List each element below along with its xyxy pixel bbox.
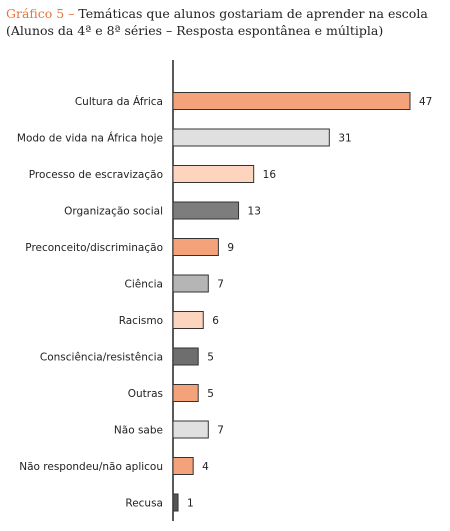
value-label-racismo: 6: [212, 315, 219, 327]
category-label-racismo: Racismo: [119, 315, 163, 327]
bar-organizacao-social: [172, 201, 240, 220]
bar-nao-sabe: [172, 420, 209, 439]
category-label-processo-de-escravizacao: Processo de escravização: [29, 169, 163, 181]
figure-title: Temáticas que alunos gostariam de aprend…: [6, 6, 428, 38]
chart-title: Gráfico 5 – Temáticas que alunos gostari…: [6, 5, 444, 39]
bar-outras: [172, 384, 199, 402]
bar-preconceito-discriminacao: [172, 238, 219, 256]
value-label-preconceito-discriminacao: 9: [227, 242, 234, 254]
bar-racismo: [172, 311, 204, 329]
category-label-outras: Outras: [128, 388, 163, 400]
category-label-cultura-da-africa: Cultura da África: [75, 95, 163, 108]
value-label-nao-sabe: 7: [217, 425, 224, 437]
value-label-ciencia: 7: [217, 279, 224, 291]
bar-processo-de-escravizacao: [172, 165, 255, 183]
value-label-processo-de-escravizacao: 16: [263, 169, 277, 181]
bar-cultura-da-africa: [172, 92, 411, 110]
value-label-outras: 5: [207, 388, 214, 400]
category-label-nao-sabe: Não sabe: [114, 425, 163, 437]
figure-label: Gráfico 5 –: [6, 6, 75, 21]
bar-nao-respondeu-nao-aplicou: [172, 457, 194, 475]
value-label-organizacao-social: 13: [248, 206, 261, 218]
bar-modo-de-vida-na-africa-hoje: [172, 128, 330, 147]
value-label-modo-de-vida-na-africa-hoje: 31: [338, 133, 351, 145]
value-label-consciencia-resistencia: 5: [207, 352, 214, 364]
category-label-consciencia-resistencia: Consciência/resistência: [40, 352, 163, 364]
value-label-nao-respondeu-nao-aplicou: 4: [202, 461, 209, 473]
category-label-ciencia: Ciência: [125, 279, 164, 291]
value-label-cultura-da-africa: 47: [419, 96, 432, 108]
category-label-modo-de-vida-na-africa-hoje: Modo de vida na África hoje: [17, 132, 163, 145]
category-label-organizacao-social: Organização social: [64, 206, 163, 218]
category-label-nao-respondeu-nao-aplicou: Não respondeu/não aplicou: [19, 461, 163, 473]
bar-consciencia-resistencia: [172, 347, 199, 366]
category-label-preconceito-discriminacao: Preconceito/discriminação: [25, 242, 163, 254]
category-label-recusa: Recusa: [125, 498, 163, 510]
bar-ciencia: [172, 274, 209, 293]
bar-recusa: [172, 493, 179, 512]
value-label-recusa: 1: [187, 498, 194, 510]
